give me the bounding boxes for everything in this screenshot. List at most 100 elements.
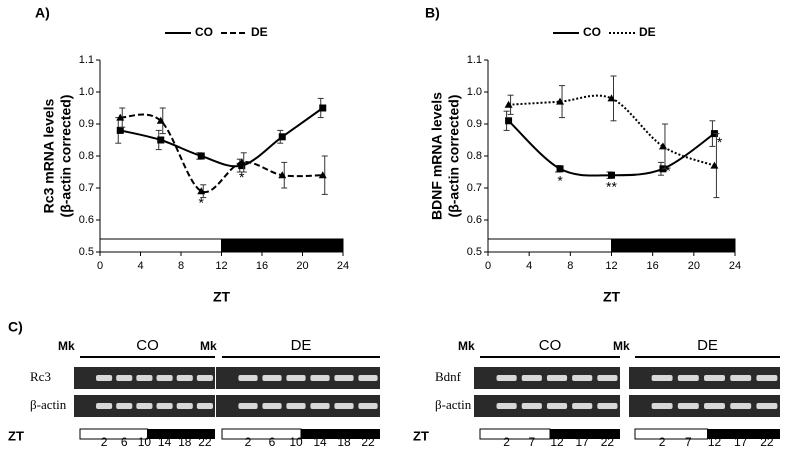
y-tick-label: 0.7 [79, 182, 94, 194]
band [176, 403, 193, 409]
marker [116, 113, 125, 121]
band [196, 375, 213, 381]
group-label: CO [539, 337, 562, 354]
band [96, 403, 113, 409]
band [756, 375, 778, 381]
y-tick-label: 0.7 [467, 182, 482, 194]
x-tick-label: 12 [215, 260, 227, 272]
band [238, 375, 258, 381]
panel-label: C) [8, 319, 23, 335]
zt-value: 12 [550, 435, 564, 449]
zt-value: 10 [289, 435, 303, 449]
x-tick-label: 20 [296, 260, 308, 272]
marker [505, 117, 513, 125]
legend-label: DE [251, 25, 268, 39]
band [756, 403, 778, 409]
row-label: β-actin [30, 397, 67, 412]
zt-value: 17 [576, 435, 590, 449]
zt-value: 2 [659, 435, 666, 449]
band [286, 375, 306, 381]
dark-box [301, 429, 380, 439]
zt-value: 7 [528, 435, 535, 449]
dark-box [147, 429, 215, 439]
band [521, 403, 542, 409]
x-tick-label: 0 [97, 260, 103, 272]
band [677, 375, 699, 381]
marker [710, 161, 719, 169]
x-axis-label: ZT [213, 289, 231, 305]
row-label: β-actin [435, 397, 472, 412]
x-tick-label: 24 [337, 260, 349, 272]
band [136, 375, 153, 381]
x-tick-label: 16 [647, 260, 659, 272]
marker [238, 162, 246, 170]
band [156, 375, 173, 381]
zt-value: 22 [198, 435, 212, 449]
legend-label: DE [639, 25, 656, 39]
y-tick-label: 0.5 [467, 246, 482, 258]
x-tick-label: 8 [567, 260, 573, 272]
band [597, 403, 618, 409]
series-line [507, 120, 715, 177]
zt-label: ZT [413, 428, 429, 443]
marker [278, 171, 287, 179]
zt-value: 12 [708, 435, 722, 449]
marker-lane-label: Mk [613, 339, 630, 353]
y-axis-label: Rc3 mRNA levels [41, 98, 57, 213]
marker [157, 136, 165, 144]
band [496, 375, 517, 381]
band [262, 403, 282, 409]
zt-value: 14 [158, 435, 172, 449]
marker [556, 165, 564, 173]
row-label: Bdnf [435, 369, 462, 384]
zt-value: 22 [601, 435, 615, 449]
band [597, 375, 618, 381]
band [358, 403, 378, 409]
dark-box [707, 429, 780, 439]
y-tick-label: 0.9 [79, 118, 94, 130]
marker-lane-label: Mk [458, 339, 475, 353]
zt-value: 6 [269, 435, 276, 449]
x-tick-label: 0 [485, 260, 491, 272]
marker [156, 116, 165, 124]
band [238, 403, 258, 409]
light-box [634, 428, 708, 440]
light-box [479, 428, 551, 440]
x-tick-label: 12 [605, 260, 617, 272]
marker [504, 100, 513, 108]
annotation: * [239, 169, 245, 185]
legend-label: CO [195, 25, 213, 39]
y-tick-label: 0.8 [79, 150, 94, 162]
dark-phase [221, 238, 344, 253]
y-axis-label: (β-actin corrected) [446, 95, 462, 218]
band [334, 403, 354, 409]
row-label: Rc3 [30, 369, 51, 384]
x-axis-label: ZT [603, 289, 621, 305]
zt-value: 18 [178, 435, 192, 449]
band [677, 403, 699, 409]
zt-value: 22 [760, 435, 774, 449]
band [358, 375, 378, 381]
panel-label: B) [425, 5, 440, 21]
y-tick-label: 1.1 [467, 54, 482, 66]
band [262, 375, 282, 381]
group-label: DE [697, 337, 718, 354]
dark-box [550, 429, 620, 439]
marker [278, 133, 286, 141]
band [521, 375, 542, 381]
band [496, 403, 517, 409]
marker [197, 152, 205, 160]
zt-value: 17 [734, 435, 748, 449]
marker-lane-label: Mk [200, 339, 217, 353]
marker [237, 158, 246, 166]
zt-value: 2 [503, 435, 510, 449]
group-label: CO [136, 337, 159, 354]
zt-value: 7 [685, 435, 692, 449]
zt-value: 10 [138, 435, 152, 449]
marker [319, 104, 327, 112]
annotation: * [665, 163, 671, 179]
band [730, 375, 752, 381]
marker [607, 94, 616, 102]
series-line [508, 94, 715, 167]
